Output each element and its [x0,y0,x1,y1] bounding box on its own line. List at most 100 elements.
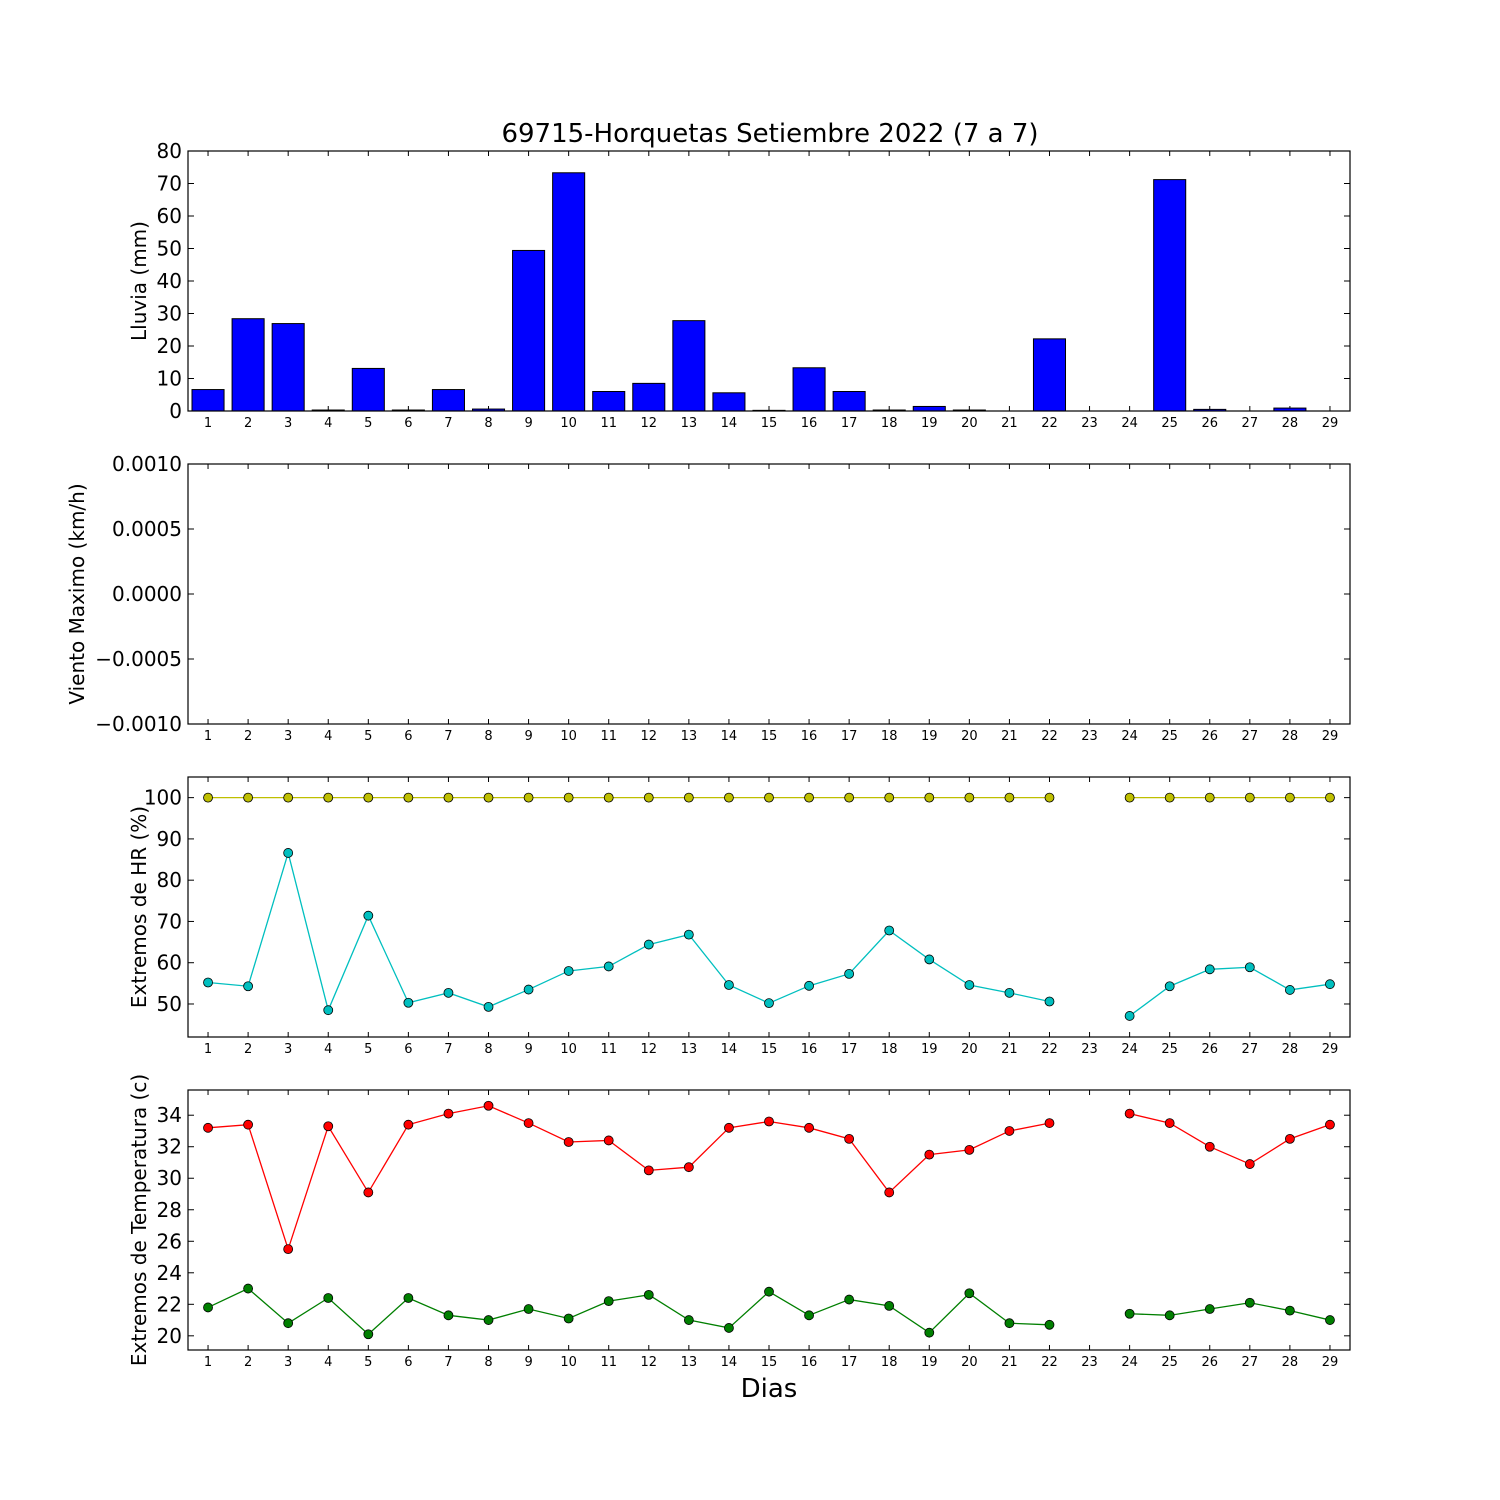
data-point [724,1122,734,1133]
data-point [683,1162,694,1173]
x-tick-label: 23 [1081,1355,1098,1370]
x-tick-label: 13 [681,416,698,431]
data-point [523,792,534,803]
rain-bar [271,323,305,412]
x-tick-label: 25 [1161,1042,1178,1057]
y-tick-label: 0.0005 [112,517,182,541]
x-tick-label: 10 [560,1042,577,1057]
x-tick-label: 1 [204,416,212,431]
data-point [1124,1011,1135,1021]
data-point [924,954,935,965]
x-tick-label: 20 [961,416,978,431]
x-tick-label: 18 [881,729,898,744]
x-tick-label: 17 [841,729,858,744]
data-point [1044,1319,1055,1330]
y-tick-label: 70 [157,909,182,933]
y-tick-label: 24 [157,1261,182,1285]
x-tick-label: 19 [921,1355,938,1370]
x-tick-label: 15 [761,1042,778,1057]
y-tick-label: 40 [157,269,182,293]
data-point [323,792,334,803]
x-tick-label: 13 [681,1355,698,1370]
data-point [403,1293,414,1303]
x-tick-label: 24 [1121,729,1138,744]
x-tick-label: 5 [364,1355,372,1370]
y-tick-label: 22 [157,1292,182,1316]
data-point [1124,792,1135,803]
data-point [924,1149,935,1160]
x-tick-label: 15 [761,729,778,744]
x-tick-label: 6 [404,1355,412,1370]
data-point [243,1283,254,1294]
data-point [403,1119,414,1130]
x-tick-label: 5 [364,416,372,431]
x-tick-label: 2 [244,1355,252,1370]
data-point [1284,985,1295,995]
data-point [523,984,534,995]
data-point [603,1135,614,1146]
data-point [323,1293,334,1303]
data-point [1004,1126,1015,1136]
data-point [1244,1297,1255,1308]
axes-frame [187,463,1351,725]
data-point [964,1144,975,1155]
x-tick-label: 14 [721,1042,738,1057]
x-tick-label: 29 [1322,1042,1339,1057]
rain-bar [512,249,546,412]
x-tick-label: 16 [801,1042,818,1057]
data-point [1204,1304,1215,1314]
y-tick-label: −0.0005 [95,647,182,671]
x-tick-label: 19 [921,729,938,744]
data-point [724,1323,734,1333]
rain-bar [351,367,385,412]
data-point [1044,792,1055,803]
x-tick-label: 18 [881,1355,898,1370]
x-tick-label: 4 [324,1355,332,1370]
x-tick-label: 3 [284,729,292,744]
x-tick-label: 3 [284,416,292,431]
x-tick-label: 26 [1201,416,1218,431]
data-point [363,792,374,803]
x-tick-label: 4 [324,416,332,431]
x-tick-label: 23 [1081,416,1098,431]
data-point [283,1244,294,1255]
data-point [724,980,734,990]
data-point [443,792,454,803]
data-point [323,1121,334,1132]
data-point [283,848,294,858]
data-point [483,792,494,803]
data-point [203,1122,213,1133]
data-point [764,998,774,1009]
data-point [603,961,614,972]
data-point [964,1288,975,1299]
data-point [203,1302,213,1313]
data-point [1164,792,1175,803]
x-tick-label: 16 [801,1355,818,1370]
data-point [1204,1141,1215,1152]
x-tick-label: 8 [484,1355,492,1370]
data-point [203,792,213,803]
series-line [207,850,1331,1017]
x-tick-label: 25 [1161,729,1178,744]
data-point [964,792,975,803]
x-tick-label: 25 [1161,416,1178,431]
data-point [804,980,814,991]
y-tick-label: 100 [144,786,182,810]
data-point [764,792,774,803]
rain-bar [231,318,265,412]
data-point [884,792,895,803]
x-tick-label: 14 [721,416,738,431]
x-tick-label: 24 [1121,1355,1138,1370]
x-tick-label: 8 [484,1042,492,1057]
y-tick-label: 32 [157,1135,182,1159]
x-tick-label: 6 [404,416,412,431]
x-tick-label: 13 [681,1042,698,1057]
y-axis-label: Lluvia (mm) [127,221,151,341]
x-tick-label: 29 [1322,1355,1339,1370]
x-tick-label: 8 [484,729,492,744]
data-point [1325,979,1335,990]
x-tick-label: 13 [681,729,698,744]
data-point [1284,1305,1295,1316]
data-point [804,792,814,803]
